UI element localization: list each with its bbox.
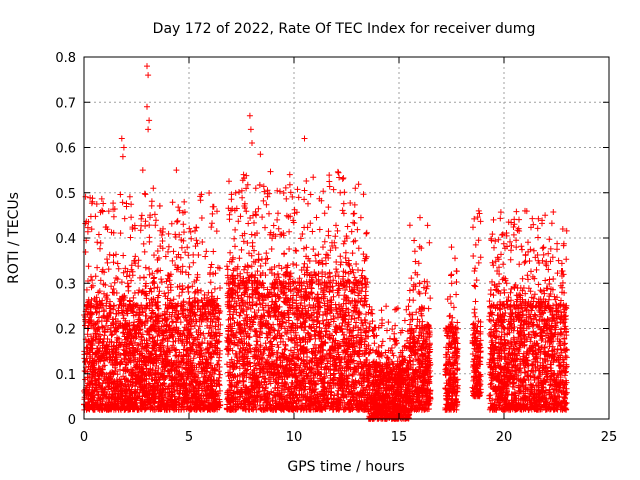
x-tick-label: 10 bbox=[286, 430, 303, 445]
x-ticks: 0 5 10 15 20 25 bbox=[80, 57, 617, 445]
y-tick-label: 0.7 bbox=[55, 96, 76, 111]
chart-title: Day 172 of 2022, Rate Of TEC Index for r… bbox=[153, 21, 536, 37]
y-ticks: 0 0.1 0.2 0.3 0.4 0.5 0.6 0.7 0.8 bbox=[55, 51, 609, 428]
roti-markers bbox=[81, 63, 570, 422]
y-tick-label: 0.6 bbox=[55, 142, 76, 157]
x-tick-label: 15 bbox=[391, 430, 408, 445]
y-tick-label: 0.3 bbox=[55, 277, 76, 292]
x-axis-label: GPS time / hours bbox=[287, 459, 404, 475]
x-tick-label: 20 bbox=[496, 430, 513, 445]
data-points bbox=[81, 63, 570, 422]
y-axis-label: ROTI / TECUs bbox=[6, 192, 22, 284]
y-tick-label: 0 bbox=[68, 413, 76, 428]
x-tick-label: 5 bbox=[185, 430, 193, 445]
y-tick-label: 0.1 bbox=[55, 368, 76, 383]
x-tick-label: 0 bbox=[80, 430, 88, 445]
y-tick-label: 0.8 bbox=[55, 51, 76, 66]
x-tick-label: 25 bbox=[601, 430, 618, 445]
y-tick-label: 0.5 bbox=[55, 187, 76, 202]
y-tick-label: 0.4 bbox=[55, 232, 76, 247]
y-tick-label: 0.2 bbox=[55, 323, 76, 338]
